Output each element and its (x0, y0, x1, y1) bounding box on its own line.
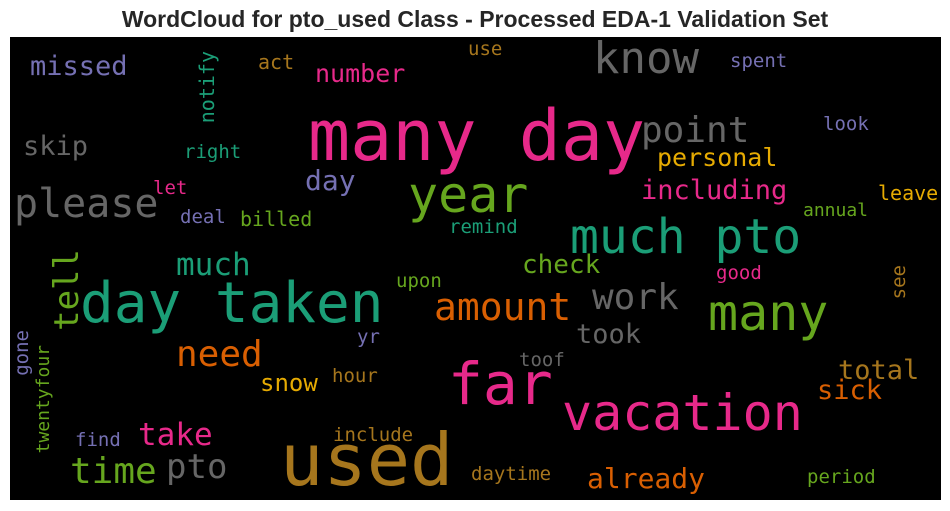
cloud-word-know: know (593, 37, 699, 84)
cloud-word-twentyfour: twentyfour (33, 345, 54, 454)
cloud-word-look: look (823, 113, 869, 135)
cloud-word-let: let (153, 177, 188, 199)
cloud-word-day: day (305, 164, 356, 197)
cloud-word-year: year (408, 166, 529, 224)
cloud-word-yr: yr (357, 326, 380, 348)
cloud-word-already: already (587, 462, 706, 495)
cloud-word-missed: missed (30, 51, 128, 82)
cloud-word-toof: toof (519, 349, 565, 371)
cloud-word-total: total (838, 355, 920, 386)
cloud-word-annual: annual (803, 200, 869, 221)
cloud-word-day-taken: day taken (80, 271, 384, 336)
cloud-word-gone: gone (11, 330, 33, 376)
cloud-word-good: good (716, 262, 762, 284)
chart-title: WordCloud for pto_used Class - Processed… (121, 6, 829, 32)
cloud-word-use: use (468, 38, 503, 60)
cloud-word-many-day: many day (308, 95, 646, 177)
cloud-word-billed: billed (240, 207, 313, 231)
cloud-word-daytime: daytime (471, 463, 552, 485)
cloud-word-including: including (641, 175, 788, 206)
cloud-word-number: number (315, 59, 406, 88)
cloud-word-take: take (138, 417, 213, 453)
cloud-word-upon: upon (396, 270, 442, 292)
cloud-word-hour: hour (332, 365, 378, 387)
cloud-word-include: include (333, 424, 414, 446)
cloud-word-time: time (70, 451, 157, 492)
cloud-word-personal: personal (657, 143, 778, 172)
cloud-word-check: check (522, 250, 601, 280)
cloud-word-used: used (280, 418, 454, 500)
wordcloud-canvas: many day used day taken far vacation much pto… (10, 37, 941, 500)
cloud-word-spent: spent (730, 50, 788, 72)
cloud-word-period: period (807, 466, 876, 488)
cloud-word-need: need (176, 334, 263, 375)
cloud-word-pto: pto (166, 447, 228, 487)
cloud-word-find: find (75, 429, 121, 451)
cloud-word-leave: leave (878, 181, 939, 205)
cloud-word-right: right (184, 141, 242, 163)
cloud-word-work: work (592, 277, 679, 318)
cloud-word-snow: snow (260, 369, 318, 397)
cloud-word-much-pto: much pto (570, 209, 802, 265)
cloud-word-notify: notify (195, 51, 219, 124)
cloud-word-amount: amount (434, 285, 572, 329)
cloud-word-many: many (708, 284, 829, 342)
cloud-word-see: see (888, 265, 910, 300)
cloud-word-act: act (258, 50, 295, 74)
cloud-word-deal: deal (180, 206, 226, 228)
cloud-word-remind: remind (449, 216, 518, 238)
cloud-word-sick: sick (817, 375, 883, 406)
cloud-word-took: took (576, 319, 642, 350)
cloud-word-vacation: vacation (562, 384, 803, 442)
cloud-word-point: point (641, 110, 750, 151)
cloud-word-skip: skip (23, 131, 89, 162)
cloud-word-much: much (176, 247, 251, 283)
cloud-word-far: far (448, 350, 553, 418)
cloud-word-please: please (14, 181, 159, 227)
cloud-word-tell: tell (47, 249, 87, 331)
